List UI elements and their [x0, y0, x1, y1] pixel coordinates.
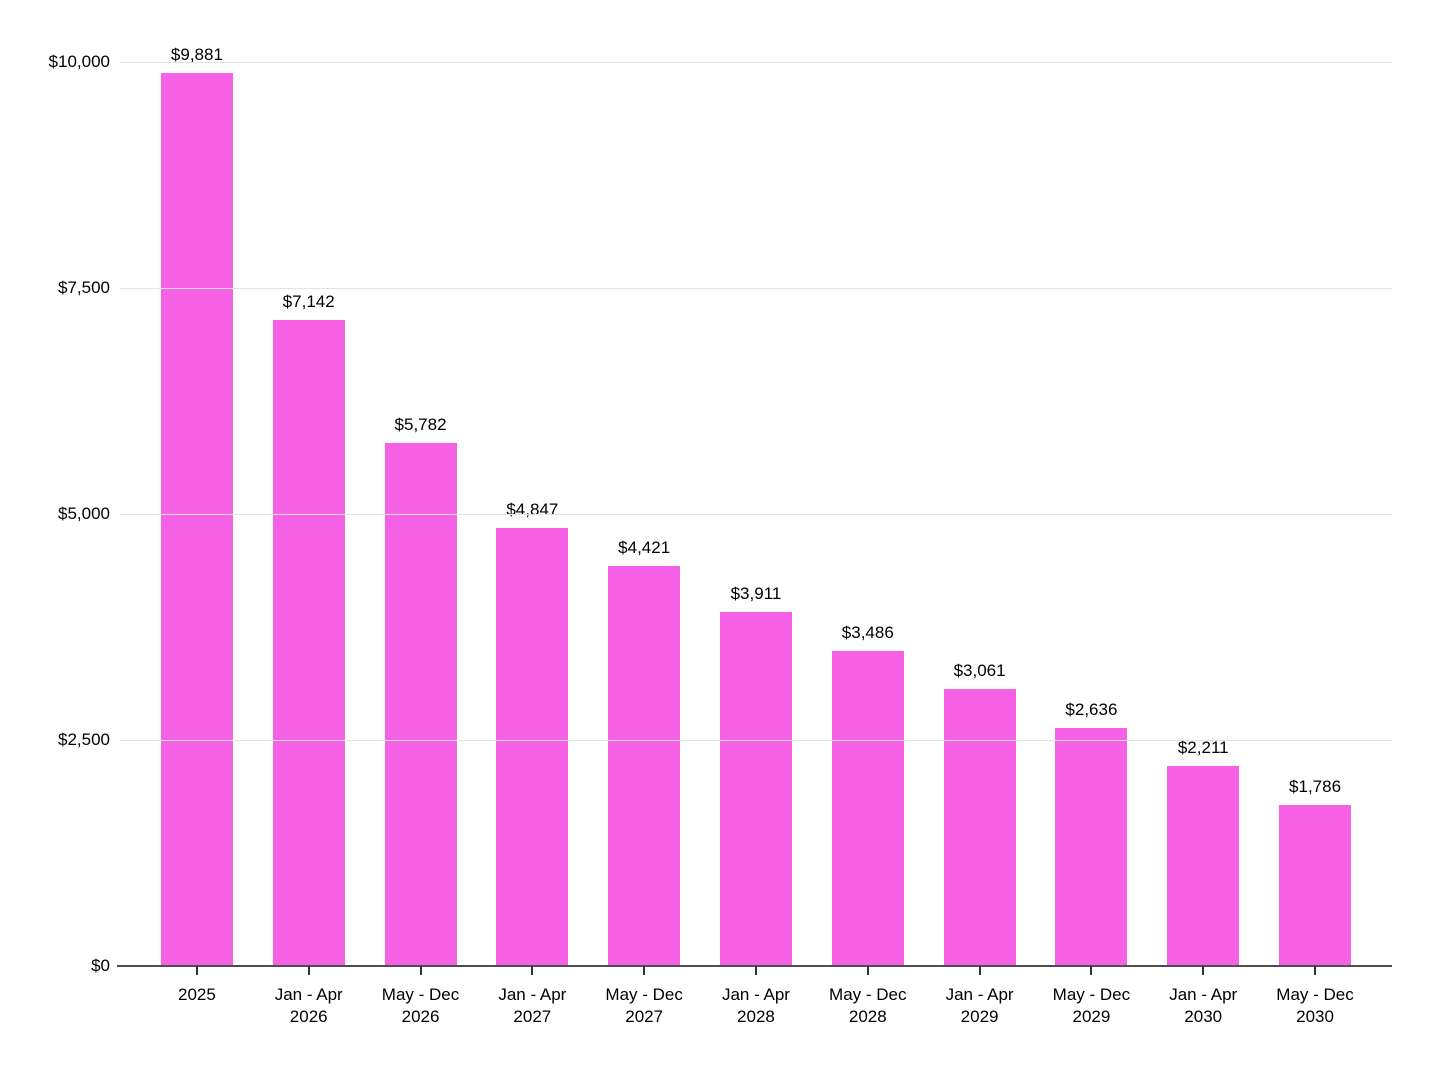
x-axis-category: Jan - Apr 2028	[700, 966, 812, 1028]
gridline	[120, 740, 1392, 741]
bar	[831, 650, 904, 966]
x-axis-category: May - Dec 2027	[588, 966, 700, 1028]
x-axis-label-line1: Jan - Apr	[721, 985, 790, 1004]
x-axis-label-line2: 2029	[1072, 1007, 1111, 1026]
gridline	[120, 514, 1392, 515]
bar-value-label: $1,786	[1289, 776, 1342, 796]
bar	[943, 689, 1016, 966]
y-axis-tick-label: $0	[91, 956, 110, 975]
gridline	[120, 288, 1392, 289]
bar-value-label: $2,211	[1177, 738, 1229, 758]
bar	[1279, 804, 1352, 966]
x-axis-label-line2: 2029	[960, 1007, 999, 1026]
bar-value-label: $4,847	[506, 499, 559, 519]
x-axis-tick	[419, 966, 422, 975]
bar-group: $3,061	[924, 62, 1036, 966]
bar	[1167, 766, 1240, 966]
x-axis-category: May - Dec 2026	[365, 966, 477, 1028]
x-axis-tick	[754, 966, 757, 975]
bar-group: $3,486	[812, 62, 924, 966]
x-axis-label-line2: 2028	[737, 1007, 775, 1026]
bar	[160, 72, 233, 966]
x-axis-tick	[643, 966, 646, 975]
x-axis-category: Jan - Apr 2030	[1147, 966, 1259, 1028]
x-axis-label-line2: 2028	[848, 1007, 887, 1026]
bar-group: $1,786	[1259, 62, 1371, 966]
x-axis-tick	[1314, 966, 1317, 975]
x-axis-category: May - Dec 2028	[812, 966, 924, 1028]
bar-group: $4,421	[588, 62, 700, 966]
x-axis-label-line1: Jan - Apr	[945, 985, 1014, 1004]
bar-value-label: $3,486	[841, 622, 894, 642]
x-axis-tick	[1202, 966, 1205, 975]
x-axis-category: Jan - Apr 2026	[253, 966, 365, 1028]
x-axis-label-line1: Jan - Apr	[498, 985, 567, 1004]
x-axis-label-line2: 2030	[1184, 1007, 1223, 1026]
x-axis-label-line1: May - Dec	[1276, 985, 1354, 1004]
bar-value-label: $3,911	[730, 584, 782, 604]
bar	[272, 320, 345, 966]
x-axis-category: Jan - Apr 2027	[476, 966, 588, 1028]
bar-value-label: $7,142	[282, 292, 335, 312]
x-axis-label-line1: May - Dec	[605, 985, 683, 1004]
x-axis-line	[117, 965, 1392, 967]
bar-group: $3,911	[700, 62, 812, 966]
x-axis-category: 2025	[141, 966, 253, 1028]
x-axis-label-line2: 2026	[289, 1007, 328, 1026]
x-axis-label-line1: Jan - Apr	[274, 985, 343, 1004]
bar-group: $4,847	[476, 62, 588, 966]
bar	[608, 566, 681, 966]
bar-group: $9,881	[141, 45, 253, 966]
plot-area: $9,881 $7,142 $5,782 $4,847 $4,421 $3,911 $3,4…	[117, 45, 1392, 967]
bar-group: $5,782	[365, 62, 477, 966]
bar	[719, 612, 792, 966]
bar-group: $2,636	[1036, 62, 1148, 966]
x-axis-label-line1: Jan - Apr	[1169, 985, 1238, 1004]
bar-value-label: $9,881	[170, 44, 223, 64]
x-axis-label-line2: 2030	[1296, 1007, 1334, 1026]
gridline	[120, 62, 1392, 63]
bar-value-label: $3,061	[953, 661, 1006, 681]
x-axis-tick	[195, 966, 198, 975]
x-axis-labels: 2025 Jan - Apr 2026 May - Dec 2026 Jan - Apr 2…	[141, 966, 1371, 1028]
x-axis-label-line2: 2027	[625, 1007, 664, 1026]
bar-group: $7,142	[253, 62, 365, 966]
bar-group: $2,211	[1147, 62, 1259, 966]
x-axis-label-line1: May - Dec	[1052, 985, 1131, 1004]
x-axis-tick	[866, 966, 869, 975]
bar	[384, 443, 457, 966]
bar	[496, 527, 569, 966]
x-axis-tick	[307, 966, 310, 975]
x-axis-category: May - Dec 2030	[1259, 966, 1371, 1028]
x-axis-tick	[978, 966, 981, 975]
x-axis-category: Jan - Apr 2029	[924, 966, 1036, 1028]
x-axis-label-line2: 2026	[401, 1007, 440, 1026]
x-axis-label-line1: 2025	[177, 985, 216, 1004]
x-axis-label-line1: May - Dec	[829, 985, 907, 1004]
bar-value-label: $5,782	[394, 415, 447, 435]
y-axis-tick-label: $7,500	[58, 278, 110, 297]
x-axis-label-line2: 2027	[513, 1007, 552, 1026]
bars-row: $9,881 $7,142 $5,782 $4,847 $4,421 $3,911 $3,4…	[141, 45, 1371, 966]
y-axis-tick-label: $10,000	[48, 52, 110, 71]
bar-value-label: $2,636	[1065, 699, 1118, 719]
bar	[1055, 727, 1128, 966]
x-axis-tick	[531, 966, 534, 975]
x-axis-category: May - Dec 2029	[1036, 966, 1148, 1028]
x-axis-tick	[1090, 966, 1093, 975]
y-axis-tick-label: $2,500	[58, 730, 110, 749]
x-axis-label-line1: May - Dec	[381, 985, 460, 1004]
bar-value-label: $4,421	[618, 538, 671, 558]
y-axis-tick-label: $5,000	[58, 504, 110, 523]
